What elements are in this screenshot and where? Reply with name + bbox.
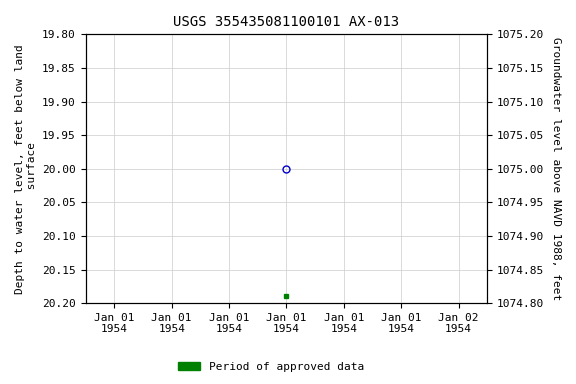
Y-axis label: Depth to water level, feet below land
 surface: Depth to water level, feet below land su… [15,44,37,294]
Legend: Period of approved data: Period of approved data [173,358,368,377]
Title: USGS 355435081100101 AX-013: USGS 355435081100101 AX-013 [173,15,400,29]
Y-axis label: Groundwater level above NAVD 1988, feet: Groundwater level above NAVD 1988, feet [551,37,561,300]
